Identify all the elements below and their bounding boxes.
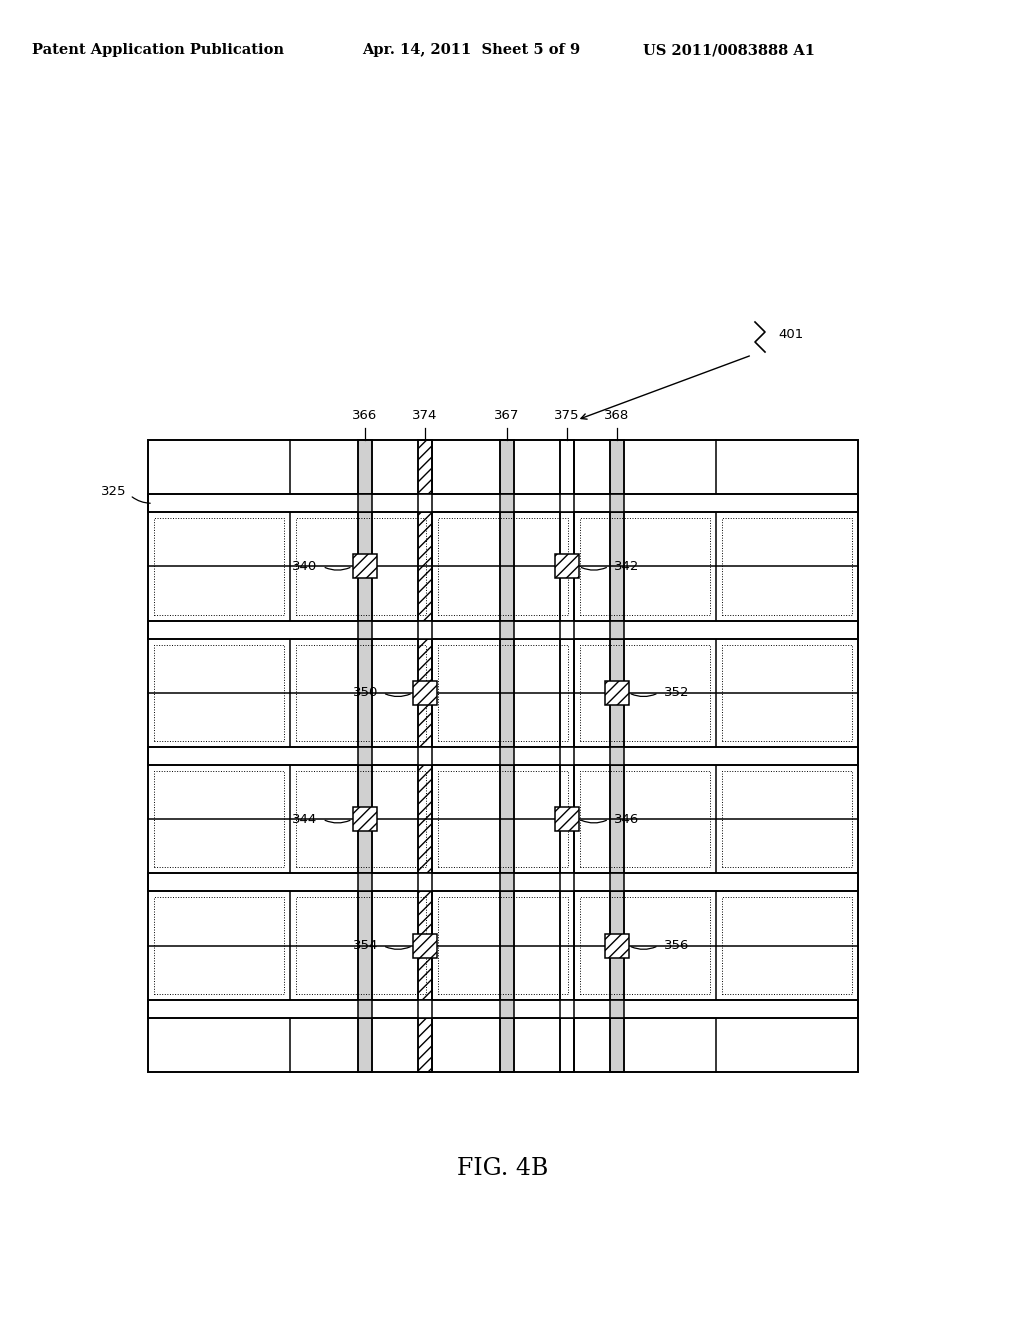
Bar	[609, 620, 624, 639]
Bar	[418, 440, 432, 1072]
Bar	[722, 898, 852, 994]
Bar	[438, 898, 568, 994]
Bar	[580, 644, 710, 741]
Text: 342: 342	[614, 560, 639, 573]
Bar	[154, 519, 284, 615]
Bar	[609, 440, 624, 1072]
Bar	[154, 644, 284, 741]
Bar	[418, 874, 432, 891]
Bar	[357, 999, 372, 1018]
Text: 367: 367	[494, 409, 519, 422]
Bar	[357, 620, 372, 639]
Bar	[148, 440, 858, 1072]
Bar	[148, 874, 858, 891]
Bar	[722, 771, 852, 867]
Bar	[148, 620, 858, 639]
Text: US 2011/0083888 A1: US 2011/0083888 A1	[643, 44, 815, 57]
Bar	[500, 620, 514, 639]
Bar	[418, 494, 432, 512]
Bar	[560, 999, 573, 1018]
Bar	[580, 898, 710, 994]
Bar	[609, 999, 624, 1018]
Bar	[560, 747, 573, 766]
Bar	[148, 494, 858, 512]
Bar	[357, 494, 372, 512]
Bar	[148, 999, 858, 1018]
Text: 344: 344	[292, 813, 317, 826]
Bar	[418, 747, 432, 766]
Text: 352: 352	[664, 686, 689, 700]
Bar	[560, 440, 573, 1072]
Bar	[418, 999, 432, 1018]
Bar	[555, 554, 579, 578]
Bar	[352, 554, 377, 578]
Bar	[148, 874, 858, 891]
Bar	[148, 440, 858, 1072]
Text: 340: 340	[292, 560, 317, 573]
Bar	[722, 519, 852, 615]
Bar	[580, 519, 710, 615]
Text: 350: 350	[352, 686, 378, 700]
Text: 374: 374	[413, 409, 437, 422]
Bar	[438, 519, 568, 615]
Text: FIG. 4B: FIG. 4B	[458, 1158, 549, 1180]
Text: Patent Application Publication: Patent Application Publication	[32, 44, 284, 57]
Bar	[296, 519, 426, 615]
Bar	[148, 999, 858, 1018]
Bar	[609, 494, 624, 512]
Bar	[154, 771, 284, 867]
Bar	[148, 494, 858, 512]
Bar	[296, 771, 426, 867]
Bar	[722, 644, 852, 741]
Bar	[500, 440, 514, 1072]
Bar	[148, 747, 858, 766]
Text: 356: 356	[664, 939, 689, 952]
Bar	[560, 874, 573, 891]
Bar	[500, 874, 514, 891]
Text: 354: 354	[352, 939, 378, 952]
Bar	[438, 771, 568, 867]
Bar	[418, 620, 432, 639]
Bar	[609, 747, 624, 766]
Bar	[357, 747, 372, 766]
Bar	[500, 999, 514, 1018]
Bar	[357, 874, 372, 891]
Bar	[604, 933, 629, 957]
Text: 368: 368	[604, 409, 629, 422]
Bar	[500, 494, 514, 512]
Bar	[580, 771, 710, 867]
Text: 325: 325	[100, 484, 126, 498]
Bar	[413, 681, 437, 705]
Bar	[296, 644, 426, 741]
Text: 375: 375	[554, 409, 580, 422]
Bar	[500, 747, 514, 766]
Bar	[148, 620, 858, 639]
Text: 366: 366	[352, 409, 377, 422]
Text: 346: 346	[614, 813, 639, 826]
Bar	[352, 808, 377, 832]
Bar	[555, 808, 579, 832]
Bar	[296, 898, 426, 994]
Bar	[154, 898, 284, 994]
Bar	[357, 440, 372, 1072]
Bar	[438, 644, 568, 741]
Text: 401: 401	[778, 329, 803, 342]
Bar	[148, 747, 858, 766]
Bar	[609, 874, 624, 891]
Bar	[413, 933, 437, 957]
Bar	[604, 681, 629, 705]
Bar	[560, 620, 573, 639]
Bar	[560, 494, 573, 512]
Text: Apr. 14, 2011  Sheet 5 of 9: Apr. 14, 2011 Sheet 5 of 9	[362, 44, 581, 57]
